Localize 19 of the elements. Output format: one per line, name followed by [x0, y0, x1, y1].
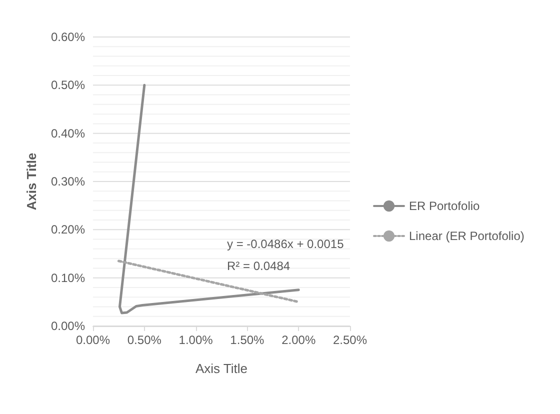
x-axis-title: Axis Title: [195, 361, 248, 376]
y-tick-label: 0.00%: [50, 319, 86, 333]
annotation: R² = 0.0484: [227, 259, 290, 273]
y-tick-label: 0.20%: [50, 222, 86, 237]
y-tick-label: 0.60%: [50, 30, 86, 44]
x-tick-label: 2.00%: [282, 333, 316, 347]
y-tick-label: 0.10%: [50, 270, 86, 285]
y-axis-title: Axis Title: [24, 152, 39, 210]
x-tick-label: 0.50%: [127, 333, 162, 347]
y-tick-label: 0.40%: [50, 126, 86, 140]
legend-label: Linear (ER Portofolio): [409, 229, 524, 243]
y-tick-label: 0.50%: [50, 78, 86, 92]
x-tick-label: 1.50%: [230, 333, 265, 347]
x-tick-label: 2.50%: [332, 333, 368, 347]
legend-label: ER Portofolio: [409, 199, 480, 213]
y-tick-label: 0.30%: [50, 174, 86, 188]
x-tick-label: 0.00%: [76, 333, 110, 347]
annotation: y = -0.0486x + 0.0015: [227, 237, 344, 251]
x-tick-label: 1.00%: [178, 333, 214, 347]
